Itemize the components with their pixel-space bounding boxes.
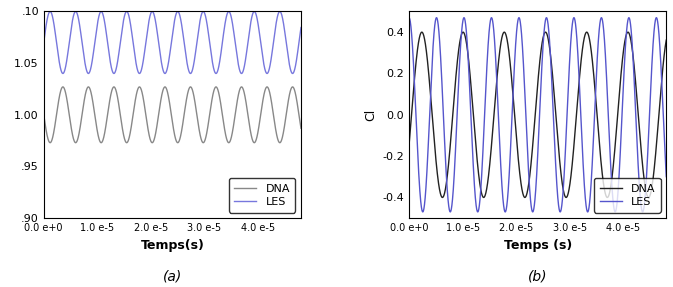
DNA xyxy=(603,196,611,199)
LES xyxy=(405,16,413,20)
Y-axis label: Cl: Cl xyxy=(364,109,377,121)
LES xyxy=(139,63,147,67)
DNA xyxy=(662,38,670,42)
DNA xyxy=(264,87,273,90)
DNA xyxy=(139,93,147,96)
LES xyxy=(40,41,48,44)
X-axis label: Temps(s): Temps(s) xyxy=(141,238,205,251)
LES xyxy=(450,183,458,186)
LES xyxy=(225,10,233,13)
LES xyxy=(474,210,482,214)
Legend: DNA, LES: DNA, LES xyxy=(594,178,661,213)
DNA xyxy=(658,82,666,86)
DNA xyxy=(292,95,300,98)
LES xyxy=(59,72,67,75)
Text: (b): (b) xyxy=(528,269,547,283)
LES xyxy=(264,70,273,73)
DNA xyxy=(542,30,550,34)
DNA xyxy=(515,163,523,166)
LES xyxy=(662,175,670,178)
DNA xyxy=(405,144,413,147)
LES xyxy=(69,15,77,19)
Line: DNA: DNA xyxy=(409,32,666,197)
Line: LES: LES xyxy=(44,11,301,73)
LES xyxy=(434,24,442,28)
LES xyxy=(149,12,157,15)
DNA xyxy=(225,141,233,144)
LES xyxy=(84,72,92,75)
DNA xyxy=(297,127,305,130)
LES xyxy=(297,26,305,29)
DNA xyxy=(450,102,458,105)
LES xyxy=(292,61,300,64)
Legend: DNA, LES: DNA, LES xyxy=(229,178,295,213)
LES xyxy=(515,16,523,20)
DNA xyxy=(40,113,48,117)
DNA xyxy=(630,60,638,63)
Line: DNA: DNA xyxy=(44,87,301,143)
DNA xyxy=(503,41,511,45)
Text: (a): (a) xyxy=(163,269,182,283)
Line: LES: LES xyxy=(409,18,666,212)
DNA xyxy=(149,139,157,143)
DNA xyxy=(69,136,77,139)
LES xyxy=(629,67,637,70)
X-axis label: Temps (s): Temps (s) xyxy=(503,238,572,251)
LES xyxy=(503,194,511,198)
DNA xyxy=(84,85,92,89)
DNA xyxy=(59,85,67,89)
LES xyxy=(658,71,666,75)
DNA xyxy=(434,180,442,184)
